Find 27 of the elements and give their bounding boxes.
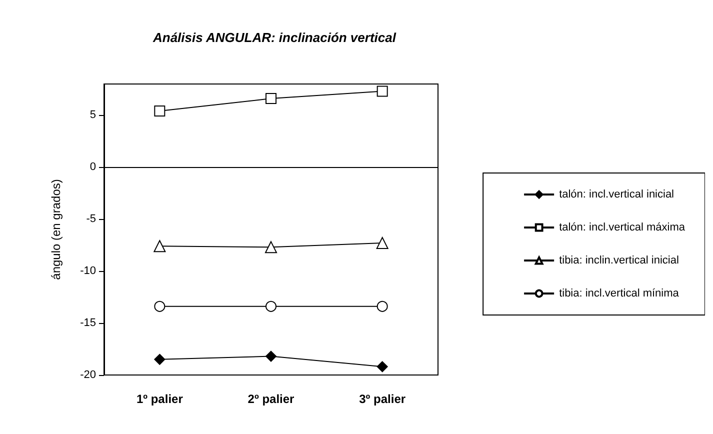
point (154, 354, 166, 365)
point (266, 93, 276, 104)
legend-label: tibia: inclin.vertical inicial (559, 254, 679, 266)
point (265, 241, 277, 254)
legend-label: tibia: incl.vertical mínima (559, 288, 680, 300)
y-tick-label: 0 (90, 161, 96, 174)
legend-label: talón: incl.vertical inicial (559, 188, 674, 200)
legend-label: talón: incl.vertical máxima (559, 222, 686, 234)
point (376, 237, 388, 250)
point (154, 300, 166, 312)
point (376, 300, 388, 312)
x-tick-label: 2º palier (248, 392, 295, 406)
point (376, 86, 388, 97)
point (154, 106, 166, 117)
point (266, 300, 276, 312)
point (376, 361, 388, 372)
point (154, 240, 166, 252)
y-tick-label: -5 (86, 213, 96, 226)
y-tick-label: -10 (80, 265, 96, 278)
point (266, 350, 276, 362)
y-tick-label: 5 (90, 109, 96, 122)
y-axis-title: ángulo (en grados) (49, 179, 63, 280)
x-tick-label: 3º palier (359, 392, 406, 406)
y-tick-label: -15 (80, 317, 96, 330)
chart-title: Análisis ANGULAR: inclinación vertical (152, 30, 396, 45)
x-tick-label: 1º palier (136, 392, 184, 406)
y-tick-label: -20 (80, 369, 96, 381)
